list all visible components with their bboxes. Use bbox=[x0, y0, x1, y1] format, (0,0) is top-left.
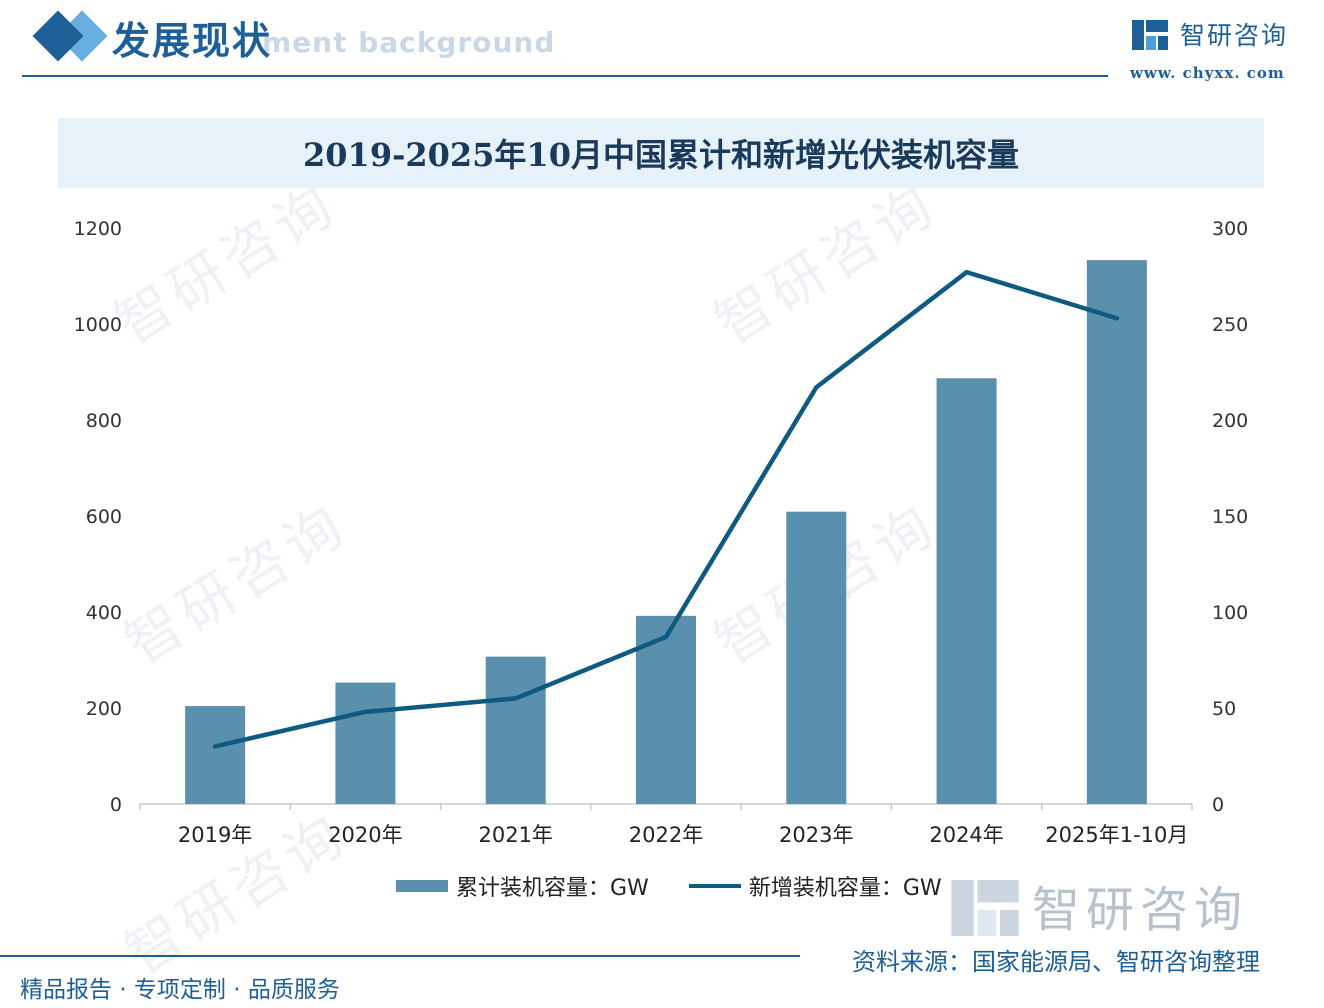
bar-cumulative bbox=[335, 682, 396, 804]
line-point-new-installed bbox=[213, 744, 218, 749]
bar-cumulative bbox=[936, 378, 997, 804]
watermark-logo-icon bbox=[951, 880, 1019, 936]
header-divider bbox=[22, 75, 1108, 77]
y-left-tick-label: 1200 bbox=[74, 218, 122, 240]
bar-cumulative bbox=[1086, 260, 1147, 804]
y-left-tick-label: 200 bbox=[86, 698, 122, 720]
legend-item-cumulative: 累计装机容量：GW bbox=[396, 870, 649, 902]
y-left-tick-label: 600 bbox=[86, 506, 122, 528]
bar-cumulative bbox=[485, 656, 546, 804]
line-point-new-installed bbox=[513, 696, 518, 701]
y-left-tick-label: 1000 bbox=[74, 314, 122, 336]
x-category-label: 2019年 bbox=[178, 823, 252, 847]
brand-name: 智研咨询 bbox=[1180, 21, 1289, 50]
source-note: 资料来源：国家能源局、智研咨询整理 bbox=[852, 948, 1260, 976]
section-title: 发展现状 bbox=[112, 18, 273, 63]
chart-title: 2019-2025年10月中国累计和新增光伏装机容量 bbox=[303, 136, 1019, 174]
line-point-new-installed bbox=[363, 709, 368, 714]
legend-label-new: 新增装机容量：GW bbox=[748, 876, 942, 901]
brand-logo-icon bbox=[1132, 20, 1168, 50]
line-point-new-installed bbox=[664, 634, 668, 639]
x-category-label: 2020年 bbox=[328, 823, 402, 847]
y-left-tick-label: 0 bbox=[110, 794, 122, 816]
y-right-tick-label: 300 bbox=[1212, 218, 1248, 240]
chart-title-band: 2019-2025年10月中国累计和新增光伏装机容量 bbox=[58, 118, 1264, 188]
section-subtitle-en: ment background bbox=[262, 26, 556, 59]
y-right-tick-label: 50 bbox=[1212, 698, 1236, 720]
y-left-tick-label: 400 bbox=[86, 602, 122, 624]
bar-cumulative bbox=[185, 706, 246, 804]
footer-slogan: 精品报告 · 专项定制 · 品质服务 bbox=[20, 977, 340, 1003]
line-point-new-installed bbox=[1114, 316, 1119, 321]
x-category-label: 2025年1-10月 bbox=[1045, 823, 1188, 847]
watermark-brand-name: 智研咨询 bbox=[1032, 882, 1249, 938]
y-right-tick-label: 0 bbox=[1212, 794, 1224, 816]
legend-swatch-bar bbox=[396, 880, 448, 892]
legend-swatch-line bbox=[688, 884, 741, 888]
line-point-new-installed bbox=[814, 385, 819, 390]
chart-legend: 累计装机容量：GW 新增装机容量：GW bbox=[396, 870, 942, 902]
bar-cumulative bbox=[786, 511, 847, 804]
footer-divider bbox=[0, 955, 800, 957]
x-category-label: 2021年 bbox=[478, 823, 552, 847]
x-category-label: 2023年 bbox=[779, 823, 853, 847]
y-right-tick-label: 250 bbox=[1212, 314, 1248, 336]
y-right-tick-label: 150 bbox=[1212, 506, 1248, 528]
brand-url: www. chyxx. com bbox=[1130, 64, 1285, 82]
legend-label-cumulative: 累计装机容量：GW bbox=[456, 876, 649, 901]
x-category-label: 2022年 bbox=[629, 823, 703, 847]
chart-area: 0 200 400 600 800 1000 1200 0 50 100 150 200 250 300 2… bbox=[74, 218, 1249, 847]
x-category-label: 2024年 bbox=[929, 823, 1003, 847]
y-right-tick-label: 200 bbox=[1212, 410, 1248, 432]
line-point-new-installed bbox=[964, 270, 969, 275]
y-right-tick-label: 100 bbox=[1212, 602, 1248, 624]
legend-item-new: 新增装机容量：GW bbox=[688, 870, 942, 902]
y-left-tick-label: 800 bbox=[86, 410, 122, 432]
